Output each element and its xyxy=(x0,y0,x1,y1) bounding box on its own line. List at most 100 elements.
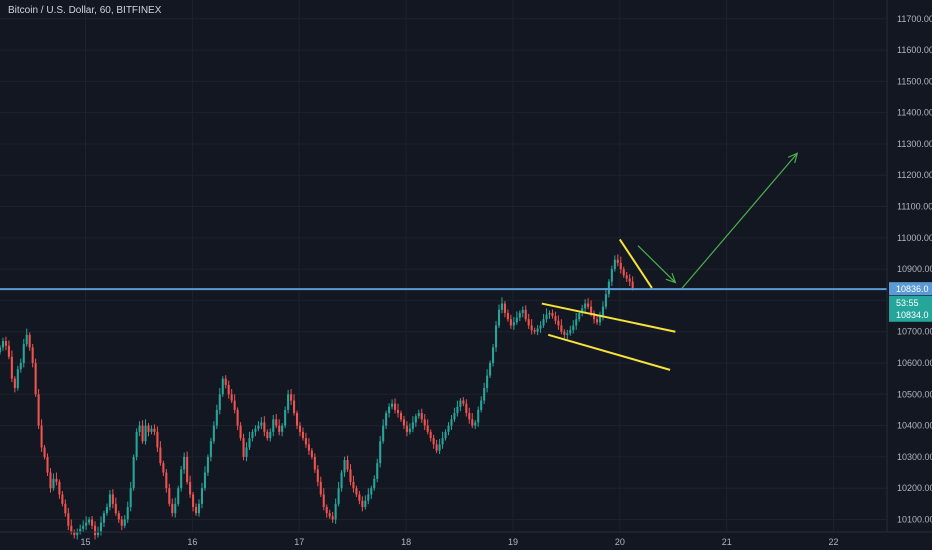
candle-body xyxy=(456,406,459,414)
candle-body xyxy=(313,456,316,470)
candle-body xyxy=(382,425,385,442)
candle-body xyxy=(542,319,545,326)
candle-body xyxy=(99,522,103,532)
x-tick-label: 22 xyxy=(829,537,839,547)
candle-body xyxy=(616,259,619,263)
candle-body xyxy=(376,463,379,479)
candle-body xyxy=(25,334,28,345)
candle-body xyxy=(587,303,590,307)
candle-body xyxy=(521,309,524,313)
candle-body xyxy=(622,269,625,276)
candle-body xyxy=(349,469,352,482)
trendline xyxy=(547,333,671,371)
candle-body xyxy=(373,478,376,489)
candle-body xyxy=(197,503,201,514)
candle-body xyxy=(346,460,349,470)
candle-body xyxy=(595,319,599,323)
candle-body xyxy=(465,403,468,414)
candle-body xyxy=(352,481,355,489)
candle-body xyxy=(625,275,628,279)
y-tick-label: 11400.00 xyxy=(897,108,932,118)
candle-body xyxy=(471,419,474,426)
candle-body xyxy=(135,431,138,457)
candle-body xyxy=(10,356,13,379)
candle-body xyxy=(438,444,441,451)
candle-body xyxy=(578,312,581,320)
candle-body xyxy=(278,425,281,432)
trendline xyxy=(541,302,676,333)
candle-body xyxy=(486,375,489,389)
candle-body xyxy=(628,278,631,282)
current-price-label: 10834.0 xyxy=(896,310,929,320)
candle-body xyxy=(420,413,423,420)
candle-body xyxy=(4,341,7,346)
candle-body xyxy=(117,513,120,520)
candle-body xyxy=(527,319,530,326)
candle-body xyxy=(16,369,19,389)
y-tick-label: 10900.00 xyxy=(897,264,932,274)
candle-body xyxy=(37,394,40,426)
candle-body xyxy=(55,478,58,482)
candle-body xyxy=(417,413,420,417)
candle-body xyxy=(242,438,245,457)
candle-body xyxy=(254,428,257,432)
candle-body xyxy=(1,341,5,348)
candle-body xyxy=(566,333,569,335)
candle-body xyxy=(272,419,275,432)
candle-body xyxy=(598,316,602,323)
candle-body xyxy=(370,488,373,495)
candle-body xyxy=(203,472,206,489)
candle-body xyxy=(563,331,566,335)
candle-body xyxy=(108,494,111,507)
candle-body xyxy=(298,425,302,432)
candle-body xyxy=(248,438,251,448)
candle-body xyxy=(212,425,215,442)
candle-body xyxy=(206,456,209,473)
candle-body xyxy=(328,513,331,517)
candle-body xyxy=(79,528,82,532)
x-tick-label: 16 xyxy=(187,537,197,547)
countdown-label: 53:55 xyxy=(896,298,919,308)
arrow-head xyxy=(665,272,677,284)
candle-body xyxy=(126,506,129,520)
candle-body xyxy=(88,519,91,523)
candle-body xyxy=(295,413,299,426)
candle-body xyxy=(500,303,504,310)
candle-body xyxy=(290,394,293,401)
candle-body xyxy=(441,438,444,445)
candle-body xyxy=(96,532,100,536)
candle-body xyxy=(177,488,180,504)
candle-body xyxy=(483,388,486,401)
candle-body xyxy=(82,525,85,529)
candle-body xyxy=(301,431,305,439)
candle-body xyxy=(604,294,607,307)
candle-body xyxy=(399,413,403,420)
candle-body xyxy=(477,409,480,423)
candle-body xyxy=(52,478,55,489)
candle-body xyxy=(340,472,343,489)
candle-body xyxy=(367,494,370,501)
level-price-tag xyxy=(889,282,932,296)
candle-body xyxy=(601,306,604,317)
candle-body xyxy=(405,425,408,432)
candle-body xyxy=(70,525,73,532)
candle-body xyxy=(156,431,159,448)
drawings[interactable] xyxy=(0,152,887,371)
time-axis[interactable]: 15 16 17 18 19 20 21 22 xyxy=(80,537,838,547)
candle-body xyxy=(503,303,506,313)
candle-body xyxy=(462,400,465,404)
candle-body xyxy=(572,325,575,331)
candle-body xyxy=(67,513,70,526)
candle-body xyxy=(85,522,88,526)
candle-body xyxy=(613,259,616,270)
candle-body xyxy=(123,519,126,526)
candle-body xyxy=(224,378,227,385)
candle-body xyxy=(489,363,492,376)
candle-body xyxy=(304,438,307,445)
y-tick-label: 10500.00 xyxy=(897,389,932,399)
candle-body xyxy=(408,428,411,432)
candle-body xyxy=(34,363,37,395)
candle-body xyxy=(284,409,287,426)
